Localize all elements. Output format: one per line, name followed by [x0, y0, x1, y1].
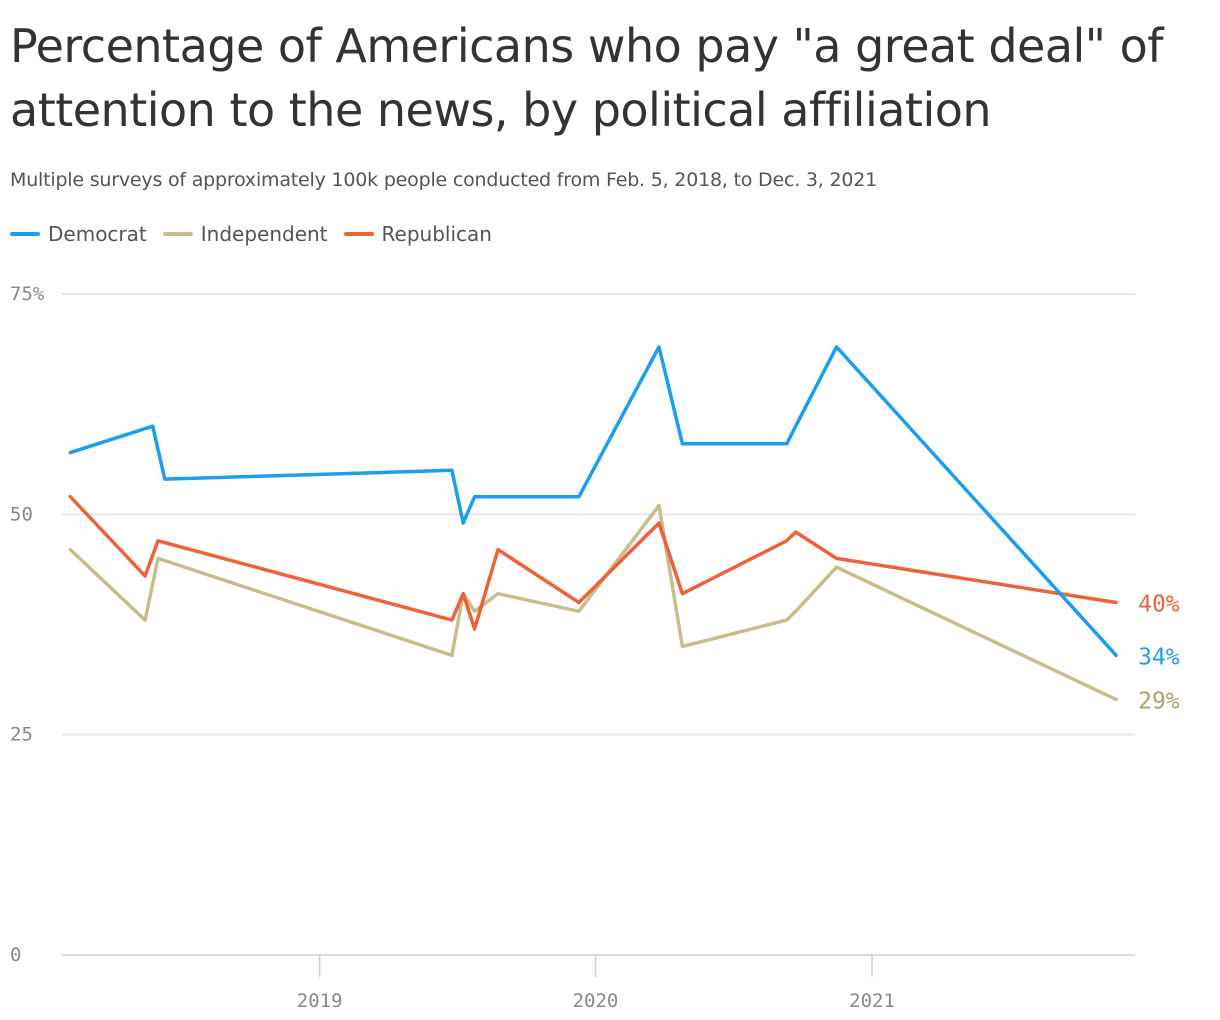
chart-legend: Democrat Independent Republican — [10, 222, 508, 246]
end-labels: 34% 29% 40% — [1138, 591, 1180, 714]
legend-label-independent: Independent — [200, 222, 328, 246]
legend-swatch-democrat — [10, 232, 40, 236]
end-label-democrat: 34% — [1138, 644, 1180, 670]
legend-label-democrat: Democrat — [48, 222, 147, 246]
series-lines — [68, 345, 1118, 702]
y-tick-label: 50 — [10, 503, 33, 525]
y-tick-label: 75% — [10, 283, 45, 305]
legend-item-democrat: Democrat — [10, 222, 147, 246]
legend-swatch-republican — [343, 232, 374, 236]
legend-item-republican: Republican — [343, 222, 492, 246]
axis-ticks: 75% 50 25 0 2019 2020 2021 — [10, 283, 895, 1012]
y-tick-label: 25 — [10, 724, 33, 746]
series-line-republican — [68, 494, 1118, 631]
legend-label-republican: Republican — [381, 222, 492, 246]
end-label-republican: 40% — [1138, 591, 1180, 617]
end-label-independent: 29% — [1138, 688, 1180, 714]
legend-swatch-independent — [162, 232, 193, 236]
series-line-independent — [68, 503, 1118, 702]
chart-subtitle: Multiple surveys of approximately 100k p… — [10, 169, 878, 191]
series-line-democrat — [68, 345, 1118, 658]
chart-title: Percentage of Americans who pay "a great… — [10, 19, 1163, 137]
x-tick-label: 2020 — [573, 990, 619, 1012]
legend-item-independent: Independent — [162, 222, 328, 246]
y-tick-label: 0 — [10, 944, 21, 966]
x-tick-label: 2019 — [297, 990, 343, 1012]
x-tick-label: 2021 — [849, 990, 895, 1012]
gridlines — [62, 293, 1135, 956]
